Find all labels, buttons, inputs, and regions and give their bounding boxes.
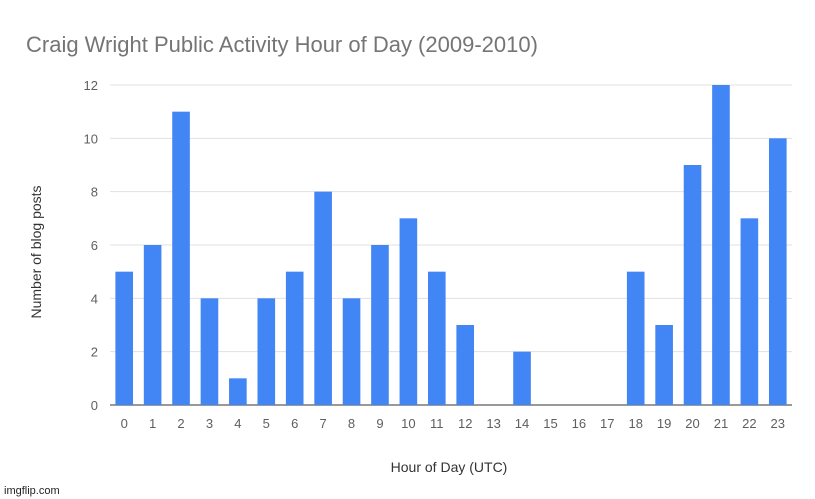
x-axis-label: Hour of Day (UTC) [391,459,508,475]
y-tick-label: 0 [91,398,98,413]
x-tick-layer: 0 1 2 3 4 5 6 7 8 9 10 11 12 13 14 15 16 17 18 19 20 21 22 23 [121,416,785,431]
bar-hour-20 [683,165,702,405]
x-tick-label: 18 [628,416,642,431]
x-tick-label: 22 [742,416,756,431]
x-tick-label: 16 [572,416,586,431]
x-tick-label: 15 [543,416,557,431]
chart-title: Craig Wright Public Activity Hour of Day… [26,32,538,57]
x-tick-label: 0 [121,416,128,431]
bar-hour-19 [655,325,673,405]
bar-hour-11 [427,271,446,405]
x-tick-label: 17 [600,416,614,431]
x-tick-label: 5 [263,416,270,431]
bar-hour-8 [342,298,361,405]
x-tick-label: 3 [206,416,213,431]
x-tick-label: 10 [401,416,415,431]
x-tick-label: 23 [771,416,785,431]
bar-hour-3 [200,298,219,405]
y-tick-label: 4 [91,291,98,306]
bar-hour-10 [399,218,418,405]
y-tick-label: 6 [91,238,98,253]
x-tick-label: 2 [177,416,184,431]
x-tick-label: 20 [685,416,699,431]
x-tick-label: 6 [291,416,298,431]
watermark: imgflip.com [4,485,60,497]
y-tick-layer: 0 2 4 6 8 10 12 [84,78,98,413]
x-tick-label: 8 [348,416,355,431]
bar-hour-6 [285,271,304,405]
x-tick-label: 1 [149,416,156,431]
bar-hour-14 [513,351,531,405]
x-tick-label: 9 [376,416,383,431]
bar-hour-4 [229,378,247,405]
x-tick-label: 7 [320,416,327,431]
y-tick-label: 12 [84,78,98,93]
bar-hour-12 [456,325,475,405]
y-axis-label: Number of blog posts [28,185,44,318]
bar-layer [115,85,787,406]
bar-hour-22 [740,218,759,405]
bar-hour-1 [143,245,162,405]
x-tick-label: 12 [458,416,472,431]
y-tick-label: 8 [91,185,98,200]
bar-hour-0 [115,271,134,405]
x-tick-label: 14 [515,416,529,431]
y-tick-label: 10 [84,131,98,146]
bar-hour-9 [371,245,389,405]
bar-hour-2 [172,111,190,406]
bar-hour-5 [257,298,276,405]
y-tick-label: 2 [91,345,98,360]
grid-layer [110,84,792,406]
bar-hour-18 [626,271,645,405]
x-tick-label: 19 [657,416,671,431]
x-tick-label: 4 [234,416,241,431]
bar-hour-7 [314,191,332,405]
x-tick-label: 21 [714,416,728,431]
bar-hour-23 [768,138,787,406]
x-tick-label: 11 [430,416,444,431]
bar-hour-21 [712,85,730,405]
x-tick-label: 13 [486,416,500,431]
